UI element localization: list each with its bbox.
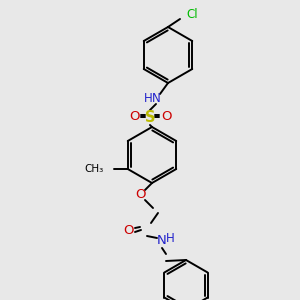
Text: H: H [166, 232, 174, 244]
Text: O: O [129, 110, 139, 124]
Text: S: S [145, 110, 155, 124]
Text: N: N [152, 92, 160, 106]
Text: O: O [135, 188, 145, 202]
Text: N: N [157, 235, 167, 248]
Text: H: H [144, 92, 152, 106]
Text: O: O [123, 224, 133, 238]
Text: O: O [161, 110, 171, 124]
Text: Cl: Cl [186, 8, 198, 22]
Text: CH₃: CH₃ [85, 164, 104, 174]
